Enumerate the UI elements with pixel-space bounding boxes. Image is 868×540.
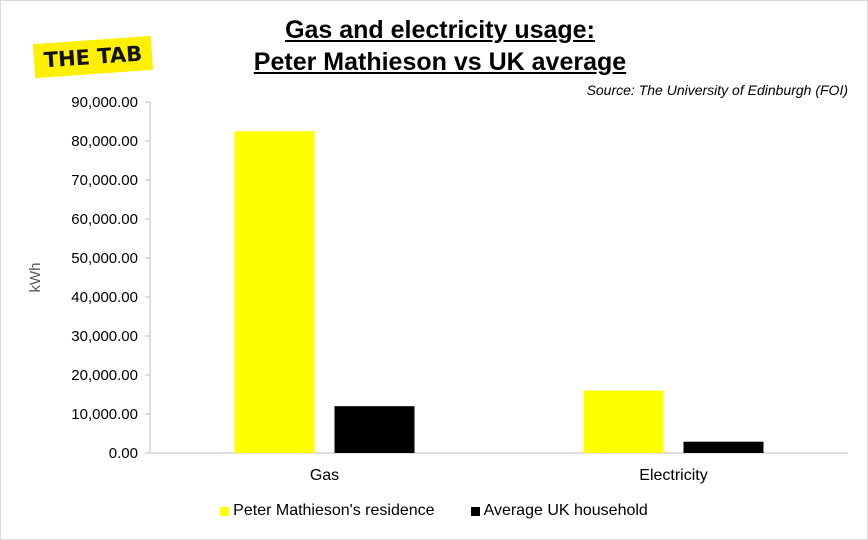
- legend-swatch: [470, 506, 480, 516]
- y-tick-label: 10,000.00: [71, 406, 138, 423]
- bar-electricity-series-1: [683, 441, 764, 453]
- x-category-label: Gas: [310, 467, 339, 484]
- y-tick-label: 60,000.00: [71, 211, 138, 228]
- legend-item: Average UK household: [470, 502, 648, 520]
- y-tick-label: 40,000.00: [71, 289, 138, 306]
- chart-title-line-2: Peter Mathieson vs UK average: [253, 48, 627, 76]
- y-tick-label: 0.00: [109, 445, 138, 462]
- legend-item: Peter Mathieson's residence: [220, 502, 435, 520]
- y-tick-label: 90,000.00: [71, 94, 138, 111]
- source-note: Source: The University of Edinburgh (FOI…: [586, 82, 848, 98]
- y-tick-label: 80,000.00: [71, 133, 138, 150]
- bar-electricity-series-0: [583, 390, 664, 453]
- x-category-label: Electricity: [639, 467, 707, 484]
- legend-swatch: [220, 506, 230, 516]
- y-tick-label: 30,000.00: [71, 328, 138, 345]
- y-tick-label: 50,000.00: [71, 250, 138, 267]
- chart-title-line-1: Gas and electricity usage:: [285, 16, 595, 44]
- bar-gas-series-0: [234, 131, 315, 453]
- legend-label: Peter Mathieson's residence: [233, 502, 435, 519]
- legend: Peter Mathieson's residence Average UK ho…: [0, 502, 868, 520]
- y-axis-label: kWh: [27, 263, 44, 293]
- legend-label: Average UK household: [483, 502, 648, 519]
- bar-gas-series-1: [334, 406, 415, 453]
- y-tick-label: 20,000.00: [71, 367, 138, 384]
- y-tick-label: 70,000.00: [71, 172, 138, 189]
